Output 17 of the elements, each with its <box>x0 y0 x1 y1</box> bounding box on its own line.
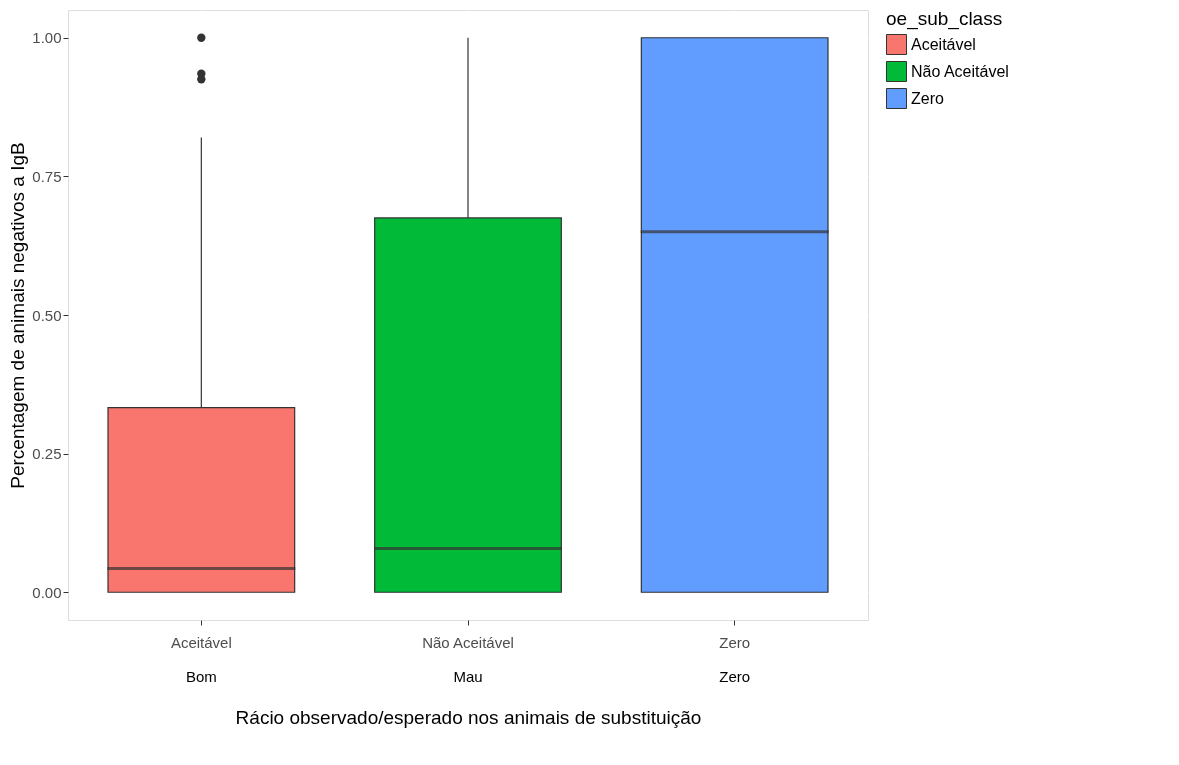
legend-title: oe_sub_class <box>886 8 1003 30</box>
legend-label: Não Aceitável <box>911 62 1009 80</box>
legend-label: Aceitável <box>911 35 976 53</box>
x-axis-title: Rácio observado/esperado nos animais de substituição <box>235 706 702 728</box>
y-tick-label: 0.00 <box>32 583 62 601</box>
x-tick-label: Não Aceitável <box>422 633 514 651</box>
x-tick-label: Zero <box>719 633 751 651</box>
text: Mau <box>453 668 483 685</box>
text: Zero <box>719 668 751 685</box>
y-tick-label: 0.75 <box>32 167 62 185</box>
legend-label: Zero <box>911 89 944 107</box>
y-tick-label: 0.25 <box>32 445 62 463</box>
y-tick-label: 0.50 <box>32 306 62 324</box>
y-axis-title: Percentagem de animais negativos a IgB <box>7 142 29 489</box>
text: Bom <box>185 668 217 685</box>
x-tick-label: Aceitável <box>170 633 232 651</box>
y-tick-label: 1.00 <box>32 29 62 47</box>
